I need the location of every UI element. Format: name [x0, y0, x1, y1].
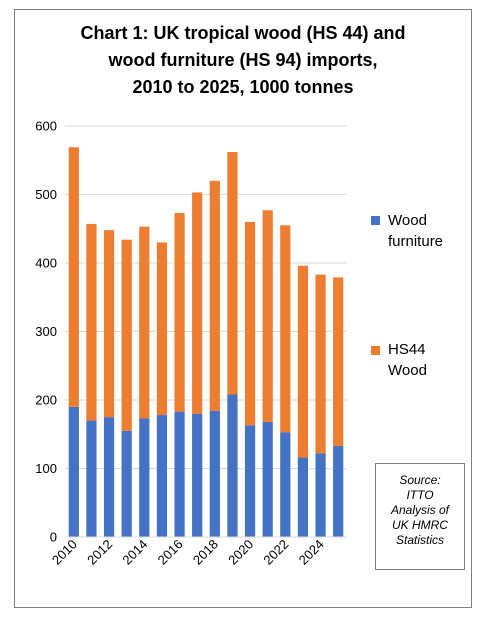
y-tick-label: 0 [50, 530, 57, 545]
bar-wood-furniture [297, 457, 309, 537]
source-line: UK HMRC [392, 518, 448, 532]
bar-hs44-wood [86, 223, 97, 421]
chart-title-line: Chart 1: UK tropical wood (HS 44) and [80, 23, 406, 43]
x-tick-label: 2014 [119, 537, 150, 568]
source-line: Source: [399, 473, 441, 487]
source-line: ITTO [406, 488, 434, 502]
legend-label-line: Wood [388, 212, 427, 229]
bar-wood-furniture [86, 420, 97, 537]
legend-label-wood-furniture: Wood furniture [388, 210, 443, 252]
bar-wood-furniture [333, 445, 344, 537]
y-tick-label: 100 [35, 461, 57, 476]
x-tick-label: 2024 [296, 537, 327, 568]
bar-wood-furniture [192, 413, 203, 537]
bar-hs44-wood [333, 277, 344, 446]
source-line: Statistics [395, 533, 444, 547]
bar-wood-furniture [156, 415, 168, 537]
bar-hs44-wood [103, 230, 115, 418]
legend-label-line: HS44 [388, 341, 426, 358]
bar-wood-furniture [139, 418, 150, 537]
legend-label-line: Wood [388, 362, 427, 379]
legend-label-hs44-wood: HS44 Wood [388, 339, 427, 381]
y-tick-label: 400 [35, 256, 57, 271]
legend-label-line: furniture [388, 233, 444, 250]
bar-wood-furniture [121, 430, 132, 537]
bar-wood-furniture [209, 410, 220, 537]
x-tick-label: 2022 [260, 537, 291, 568]
x-tick-label: 2016 [155, 537, 186, 568]
bar-hs44-wood [297, 265, 309, 458]
bar-hs44-wood [227, 152, 238, 395]
y-tick-label: 600 [35, 119, 57, 134]
legend-swatch-wood-furniture [371, 216, 380, 225]
chart-title: Chart 1: UK tropical wood (HS 44) and wo… [14, 20, 472, 101]
y-tick-label: 200 [35, 393, 57, 408]
bar-wood-furniture [174, 411, 185, 537]
chart-frame [14, 9, 472, 608]
y-tick-label: 300 [35, 324, 57, 339]
bar-hs44-wood [280, 225, 291, 433]
x-tick-label: 2018 [190, 537, 221, 568]
bar-hs44-wood [262, 210, 273, 422]
bar-wood-furniture [262, 421, 273, 537]
y-tick-label: 500 [35, 187, 57, 202]
bar-hs44-wood [68, 147, 79, 407]
legend-swatch-hs44-wood [371, 346, 380, 355]
bar-hs44-wood [156, 242, 168, 416]
bar-wood-furniture [315, 453, 326, 537]
bar-wood-furniture [227, 394, 238, 537]
bar-hs44-wood [209, 180, 220, 411]
bar-hs44-wood [121, 239, 132, 431]
chart-title-line: 2010 to 2025, 1000 tonnes [132, 77, 354, 97]
x-tick-label: 2020 [225, 537, 256, 568]
x-tick-label: 2012 [84, 537, 115, 568]
bar-hs44-wood [139, 226, 150, 419]
bar-wood-furniture [103, 417, 115, 537]
source-note: Source: ITTO Analysis of UK HMRC Statist… [375, 463, 465, 570]
chart-title-line: wood furniture (HS 94) imports, [108, 50, 378, 70]
source-line: Analysis of [390, 503, 450, 517]
bar-hs44-wood [174, 212, 185, 412]
bar-wood-furniture [244, 425, 256, 537]
bar-hs44-wood [192, 192, 203, 414]
bar-wood-furniture [68, 406, 79, 537]
bar-wood-furniture [280, 432, 291, 537]
bar-hs44-wood [315, 274, 326, 454]
bar-hs44-wood [244, 221, 256, 426]
